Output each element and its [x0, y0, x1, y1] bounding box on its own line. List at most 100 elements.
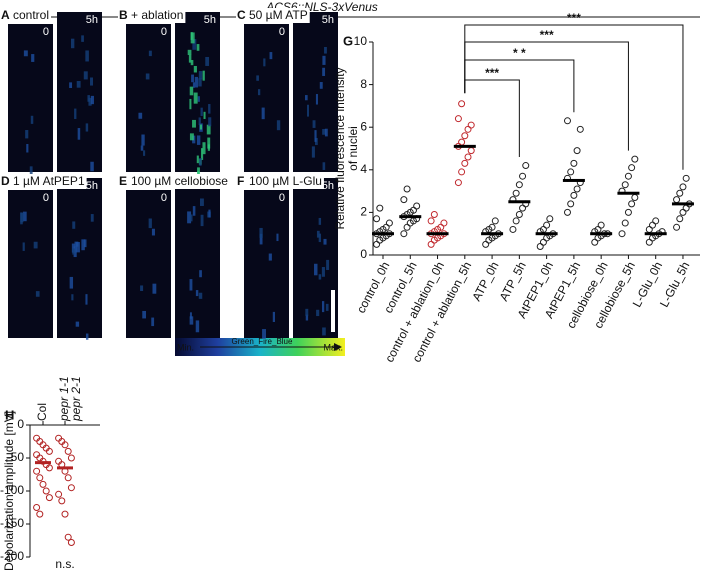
data-point: [45, 447, 53, 455]
nucleus-signal: [198, 78, 202, 87]
nucleus-signal: [323, 238, 327, 245]
time-label: 5h: [322, 14, 334, 26]
data-point: [67, 454, 75, 462]
data-point: [631, 155, 639, 163]
nucleus-signal: [190, 32, 195, 44]
panel-letter: E: [119, 174, 127, 188]
micrograph: [8, 190, 53, 338]
nucleus-signal: [74, 108, 77, 119]
significance-label: * *: [513, 46, 526, 60]
time-label: 5h: [204, 14, 216, 26]
nucleus-signal: [198, 71, 203, 80]
data-point: [682, 204, 690, 212]
data-point: [645, 225, 653, 233]
panel-letter: B: [119, 8, 128, 22]
nucleus-signal: [148, 218, 152, 229]
nucleus-signal: [142, 310, 147, 319]
data-point: [458, 100, 466, 108]
nucleus-signal: [321, 301, 325, 313]
nucleus-signal: [23, 50, 28, 57]
nucleus-signal: [259, 227, 263, 238]
nucleus-signal: [208, 209, 211, 218]
y-axis-label: Depolarization amplitude [mV]: [2, 411, 16, 571]
colorbar-arrowhead: [334, 343, 342, 351]
panel-label: 100 µM cellobiose: [131, 174, 228, 188]
data-point: [512, 217, 520, 225]
nucleus-signal: [276, 120, 281, 131]
data-point: [515, 181, 523, 189]
nucleus-signal: [33, 241, 38, 249]
nucleus-signal: [88, 97, 92, 106]
nucleus-signal: [306, 104, 309, 117]
data-point: [373, 240, 381, 248]
nucleus-signal: [256, 75, 259, 81]
label-background: [0, 174, 87, 189]
data-point: [440, 219, 448, 227]
nucleus-signal: [200, 198, 204, 206]
nucleus-signal: [305, 314, 309, 321]
mean-bar: [426, 232, 449, 236]
nucleus-signal: [269, 52, 273, 60]
significance-label: ***: [540, 28, 554, 42]
nucleus-signal: [324, 128, 328, 137]
significance-label: ***: [485, 66, 499, 80]
data-point: [536, 242, 544, 250]
panel-letter: G: [343, 33, 353, 48]
data-point: [64, 533, 72, 541]
nucleus-signal: [77, 128, 81, 140]
nucleus-signal: [263, 58, 266, 67]
data-point: [45, 494, 53, 502]
nucleus-signal: [29, 166, 33, 176]
nucleus-signal: [319, 82, 323, 89]
nucleus-signal: [189, 279, 193, 291]
nucleus-signal: [259, 233, 263, 245]
mean-bar: [481, 232, 504, 236]
data-point: [509, 225, 517, 233]
data-point: [591, 238, 599, 246]
data-point: [570, 191, 578, 199]
micrograph: [293, 178, 338, 338]
nucleus-signal: [22, 211, 27, 222]
nucleus-signal: [322, 67, 326, 76]
micrograph: [126, 24, 171, 172]
nucleus-signal: [193, 92, 198, 104]
annotation: n.s.: [55, 557, 74, 571]
data-point: [567, 168, 575, 176]
time-label: 0: [43, 26, 49, 38]
data-point: [39, 480, 47, 488]
colorbar-name: Green_Fire_Blue: [232, 337, 293, 346]
nucleus-signal: [138, 112, 143, 119]
nucleus-signal: [318, 274, 322, 280]
nucleus-signal: [75, 242, 80, 253]
data-point: [61, 510, 69, 518]
micrograph: [244, 190, 289, 338]
nucleus-signal: [202, 142, 206, 155]
data-point: [482, 240, 490, 248]
nucleus-signal: [268, 253, 272, 261]
nucleus-signal: [35, 291, 40, 297]
data-point: [573, 147, 581, 155]
colorbar-max: Max.: [323, 342, 343, 352]
nucleus-signal: [314, 130, 317, 142]
y-tick-label: 6: [360, 119, 367, 133]
data-point: [563, 117, 571, 125]
nucleus-signal: [206, 124, 211, 135]
data-point: [61, 441, 69, 449]
nucleus-signal: [196, 135, 201, 145]
nucleus-signal: [314, 263, 318, 276]
nucleus-signal: [202, 70, 205, 81]
nucleus-signal: [200, 214, 204, 227]
data-point: [385, 219, 393, 227]
nucleus-signal: [197, 96, 200, 102]
nucleus-signal: [196, 155, 199, 164]
nucleus-signal: [192, 82, 196, 88]
panel-letter: C: [237, 8, 246, 22]
y-tick-label: -150: [0, 516, 24, 530]
data-point: [576, 125, 584, 133]
nucleus-signal: [315, 94, 318, 105]
nucleus-signal: [322, 162, 326, 170]
nucleus-signal: [189, 214, 193, 222]
data-point: [376, 204, 384, 212]
data-point: [488, 223, 496, 231]
data-point: [676, 215, 684, 223]
